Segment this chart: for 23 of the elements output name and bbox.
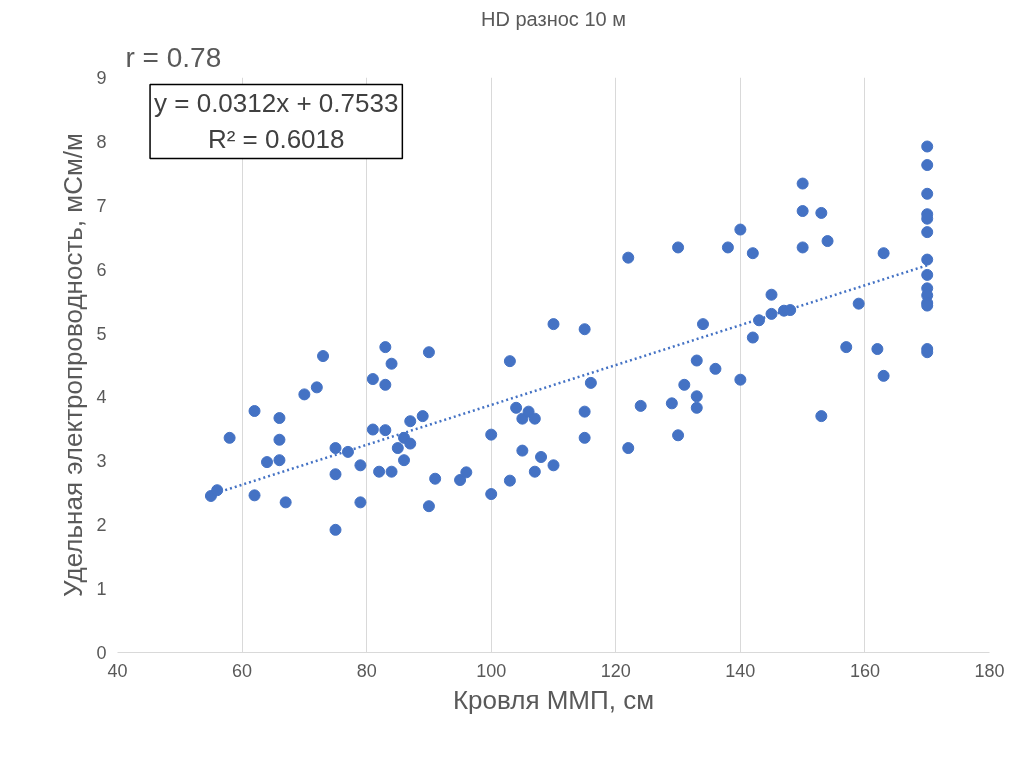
y-tick-label: 3	[96, 451, 107, 472]
y-tick-label: 5	[96, 323, 107, 344]
y-tick-label: 9	[96, 68, 107, 88]
x-tick-label: 80	[356, 660, 377, 681]
x-tick-label: 60	[232, 660, 253, 681]
y-tick-label: 2	[96, 515, 107, 536]
y-tick-label: 0	[96, 643, 107, 663]
x-tick-label: 100	[476, 660, 507, 681]
x-tick-label: 160	[849, 660, 880, 681]
x-tick-label: 120	[600, 660, 631, 681]
x-axis-title: Кровля ММП, см	[452, 684, 655, 715]
chart-title: HD разнос 10 м	[481, 7, 626, 30]
annotation: y = 0.0312x + 0.7533 R² = 0.6018	[154, 88, 399, 155]
x-tick-label: 180	[974, 660, 1005, 681]
y-tick-label: 6	[96, 259, 107, 280]
y-tick-label: 1	[96, 579, 107, 600]
y-tick-label: 8	[96, 131, 107, 152]
x-tick-label: 140	[725, 660, 756, 681]
y-tick-label: 4	[96, 387, 107, 408]
x-tick-label: 40	[107, 660, 128, 681]
y-tick-label: 7	[96, 195, 107, 216]
y-axis-title: Удельная электропроводность, мСм/м	[58, 133, 89, 597]
text: r = 0.78	[125, 41, 222, 73]
